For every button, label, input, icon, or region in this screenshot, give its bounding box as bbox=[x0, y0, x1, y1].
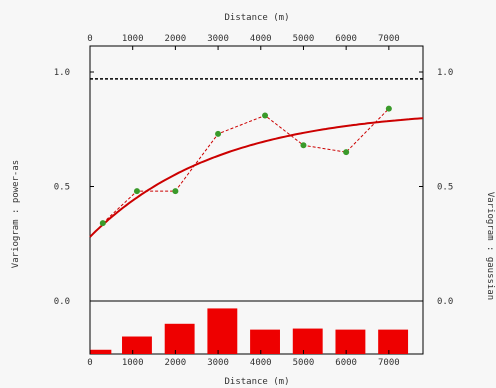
x-tick-label-top-4: 4000 bbox=[250, 34, 272, 44]
y-tick-label-right-1: 0.5 bbox=[437, 183, 453, 193]
y-axis-title-right: Variogram : gaussian bbox=[485, 192, 495, 300]
y-tick-label-left-0: 0.0 bbox=[54, 297, 70, 307]
experimental-point-1 bbox=[133, 188, 140, 195]
experimental-point-5 bbox=[300, 142, 307, 149]
histogram-bar-2 bbox=[164, 323, 195, 354]
histogram-bar-6 bbox=[335, 329, 366, 354]
histogram-bar-4 bbox=[250, 329, 280, 354]
histogram-bar-7 bbox=[378, 329, 409, 354]
experimental-point-3 bbox=[215, 130, 222, 137]
histogram-bar-3 bbox=[207, 308, 238, 354]
x-tick-label-bottom-0: 0 bbox=[87, 358, 92, 368]
experimental-points bbox=[99, 105, 392, 227]
x-tick-label-top-0: 0 bbox=[87, 34, 92, 44]
x-tick-label-top-3: 3000 bbox=[207, 34, 229, 44]
experimental-point-7 bbox=[385, 105, 392, 112]
histogram bbox=[90, 308, 409, 354]
x-axis-title-bottom: Distance (m) bbox=[224, 377, 289, 387]
x-tick-label-bottom-4: 4000 bbox=[250, 358, 272, 368]
experimental-line bbox=[102, 108, 390, 224]
experimental-point-0 bbox=[99, 220, 106, 227]
x-tick-label-bottom-2: 2000 bbox=[165, 358, 187, 368]
experimental-point-4 bbox=[262, 112, 269, 119]
y-axis-title-left: Variogram : power-as bbox=[11, 160, 21, 268]
experimental-point-6 bbox=[343, 149, 350, 156]
y-tick-label-left-2: 1.0 bbox=[54, 68, 70, 78]
y-tick-label-left-1: 0.5 bbox=[54, 183, 70, 193]
x-tick-label-top-6: 6000 bbox=[335, 34, 357, 44]
y-tick-label-right-2: 1.0 bbox=[437, 68, 453, 78]
x-tick-label-bottom-1: 1000 bbox=[122, 358, 144, 368]
experimental-point-2 bbox=[172, 188, 179, 195]
x-tick-label-top-5: 5000 bbox=[293, 34, 315, 44]
x-tick-label-top-1: 1000 bbox=[122, 34, 144, 44]
x-tick-label-bottom-7: 7000 bbox=[378, 358, 400, 368]
x-tick-label-bottom-5: 5000 bbox=[293, 358, 315, 368]
histogram-bar-1 bbox=[122, 336, 152, 354]
histogram-bar-5 bbox=[292, 328, 323, 354]
x-tick-label-bottom-3: 3000 bbox=[207, 358, 229, 368]
y-tick-label-right-0: 0.0 bbox=[437, 297, 453, 307]
x-tick-label-bottom-6: 6000 bbox=[335, 358, 357, 368]
plot-frame bbox=[89, 45, 424, 355]
x-tick-label-top-7: 7000 bbox=[378, 34, 400, 44]
y-ticks: 0.0 0.0 0.5 0.5 1.0 1.0 bbox=[54, 68, 454, 307]
x-axis-title-top: Distance (m) bbox=[224, 13, 289, 23]
x-ticks: 0 0 1000 1000 2000 2000 3000 3000 4000 4000 5000 50… bbox=[87, 34, 399, 368]
x-tick-label-top-2: 2000 bbox=[165, 34, 187, 44]
model-curve bbox=[89, 117, 424, 238]
histogram-bar-0 bbox=[90, 349, 112, 354]
